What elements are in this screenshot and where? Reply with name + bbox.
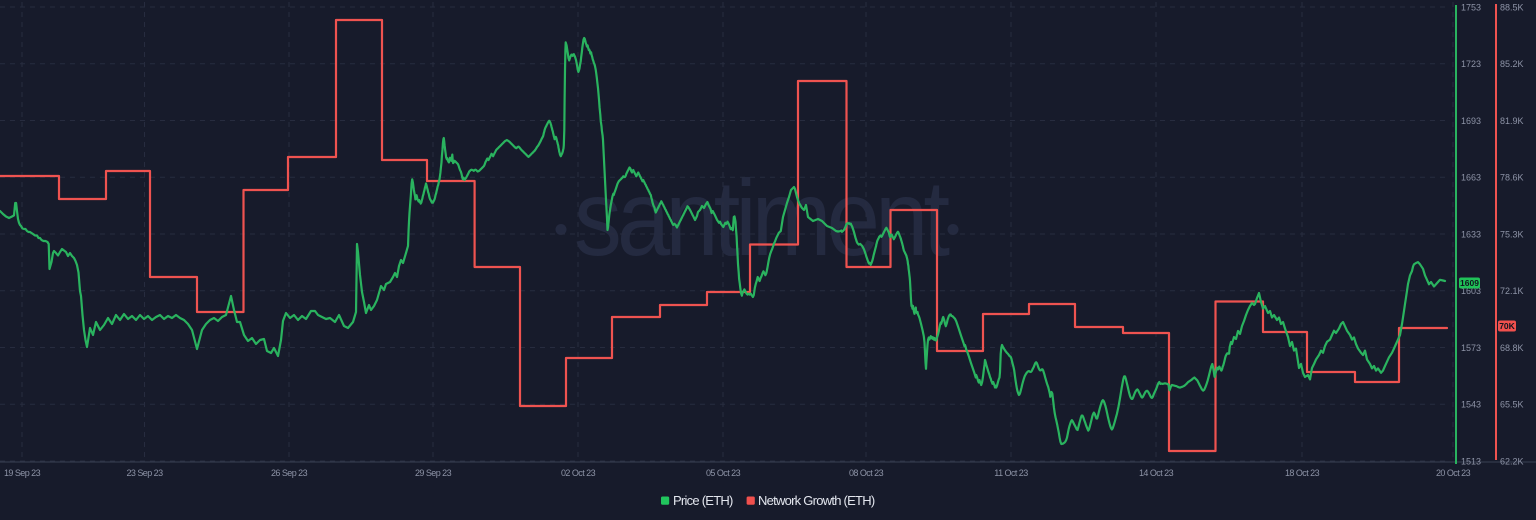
svg-text:88.5K: 88.5K [1500, 2, 1524, 12]
svg-text:68.8K: 68.8K [1500, 343, 1524, 353]
svg-text:72.1K: 72.1K [1500, 286, 1524, 296]
svg-text:18 Oct 23: 18 Oct 23 [1285, 468, 1320, 478]
svg-text:1543: 1543 [1461, 400, 1481, 410]
svg-text:23 Sep 23: 23 Sep 23 [126, 468, 163, 478]
svg-text:62.2K: 62.2K [1500, 456, 1524, 466]
svg-text:75.3K: 75.3K [1500, 229, 1524, 239]
svg-text:02 Oct 23: 02 Oct 23 [561, 468, 596, 478]
svg-text:1663: 1663 [1461, 173, 1481, 183]
svg-text:Price (ETH): Price (ETH) [673, 493, 733, 508]
svg-text:1693: 1693 [1461, 116, 1481, 126]
svg-text:14 Oct 23: 14 Oct 23 [1139, 468, 1174, 478]
svg-text:81.9K: 81.9K [1500, 116, 1524, 126]
svg-text:1609: 1609 [1460, 278, 1479, 288]
svg-text:1633: 1633 [1461, 229, 1481, 239]
svg-text:08 Oct 23: 08 Oct 23 [849, 468, 884, 478]
svg-text:1723: 1723 [1461, 59, 1481, 69]
svg-text:20 Oct 23: 20 Oct 23 [1436, 468, 1471, 478]
svg-text:santiment: santiment [574, 158, 950, 278]
svg-text:26 Sep 23: 26 Sep 23 [271, 468, 308, 478]
svg-text:78.6K: 78.6K [1500, 173, 1524, 183]
svg-text:19 Sep 23: 19 Sep 23 [4, 468, 41, 478]
svg-text:1513: 1513 [1461, 456, 1481, 466]
svg-text:11 Oct 23: 11 Oct 23 [994, 468, 1028, 478]
svg-text:1573: 1573 [1461, 343, 1481, 353]
svg-text:85.2K: 85.2K [1500, 59, 1524, 69]
svg-text:29 Sep 23: 29 Sep 23 [415, 468, 452, 478]
svg-text:05 Oct 23: 05 Oct 23 [706, 468, 741, 478]
svg-text:65.5K: 65.5K [1500, 400, 1524, 410]
svg-text:1753: 1753 [1461, 2, 1481, 12]
svg-text:70K: 70K [1499, 321, 1515, 331]
svg-text:1603: 1603 [1461, 286, 1481, 296]
svg-text:Network Growth (ETH): Network Growth (ETH) [758, 493, 875, 508]
